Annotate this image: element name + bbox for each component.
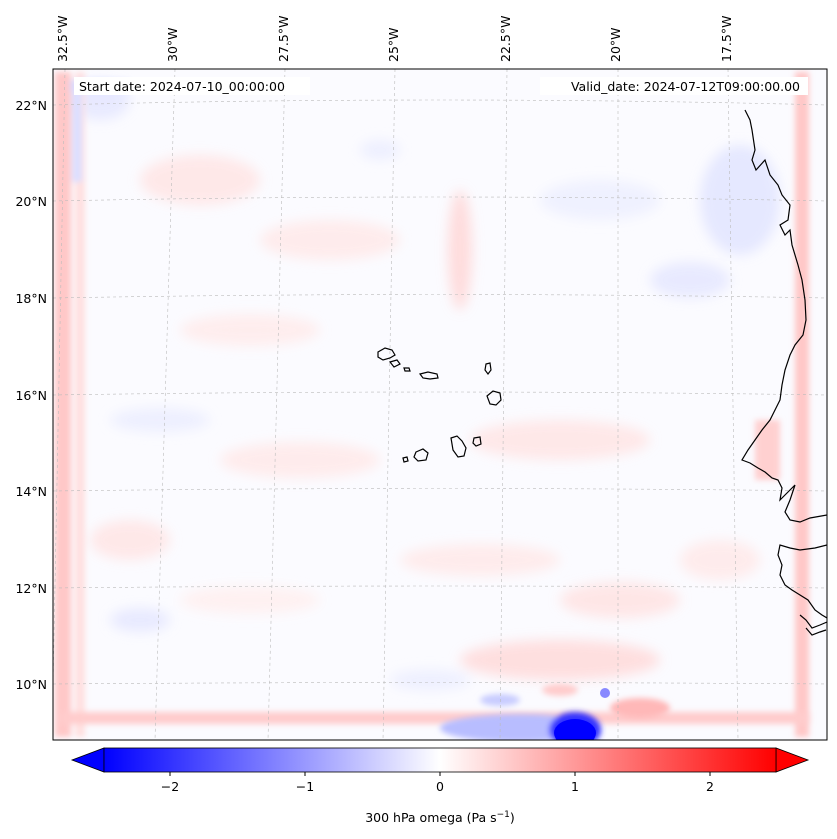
start-date-text: Start date: 2024-07-10_00:00:00 [79, 79, 285, 94]
colorbar-tick-label: 0 [436, 779, 444, 794]
lon-label-27-5w: 27.5°W [276, 16, 291, 62]
latitude-labels: 22°N 20°N 18°N 16°N 14°N 12°N 10°N [15, 98, 47, 692]
lat-label-14n: 14°N [15, 484, 47, 499]
colorbar-label: 300 hPa omega (Pa s−1) [365, 810, 515, 825]
colorbar-tick-label: −2 [161, 779, 179, 794]
lat-label-12n: 12°N [15, 581, 47, 596]
colorbar-gradient [103, 747, 777, 773]
lon-label-20w: 20°W [608, 27, 623, 62]
map-plot-area: Start date: 2024-07-10_00:00:00 Valid_da… [52, 68, 828, 741]
lon-label-25w: 25°W [386, 27, 401, 62]
lat-label-10n: 10°N [15, 677, 47, 692]
colorbar-ticks: −2 −1 0 1 2 [161, 772, 714, 794]
colorbar-tick-label: −1 [296, 779, 314, 794]
colorbar-label-main: 300 hPa omega (Pa s [365, 810, 496, 825]
graticule [53, 69, 827, 740]
lat-label-20n: 20°N [15, 194, 47, 209]
omega-field [55, 72, 810, 740]
colorbar-min-extend [70, 747, 105, 773]
colorbar-tick-label: 1 [571, 779, 579, 794]
lon-label-17-5w: 17.5°W [719, 16, 734, 62]
lat-label-16n: 16°N [15, 388, 47, 403]
valid-date-box [540, 77, 808, 95]
colorbar-label-end: ) [510, 810, 515, 825]
start-date-box [74, 77, 310, 95]
map-frame [52, 68, 828, 741]
cape-verde-islands [377, 347, 502, 463]
colorbar-label-sup: −1 [497, 810, 510, 820]
coastline [741, 109, 827, 636]
valid-date-text: Valid_date: 2024-07-12T09:00:00.00 [571, 79, 800, 94]
longitude-labels: 32.5°W 30°W 27.5°W 25°W 22.5°W 20°W 17.5… [55, 16, 734, 62]
lon-label-30w: 30°W [165, 27, 180, 62]
colorbar: −2 −1 0 1 2 300 hPa omega (Pa s−1) [70, 747, 810, 825]
lat-label-22n: 22°N [15, 98, 47, 113]
colorbar-max-extend [775, 747, 810, 773]
lon-label-22-5w: 22.5°W [498, 16, 513, 62]
lat-label-18n: 18°N [15, 291, 47, 306]
lon-label-32-5w: 32.5°W [55, 16, 70, 62]
colorbar-tick-label: 2 [706, 779, 714, 794]
